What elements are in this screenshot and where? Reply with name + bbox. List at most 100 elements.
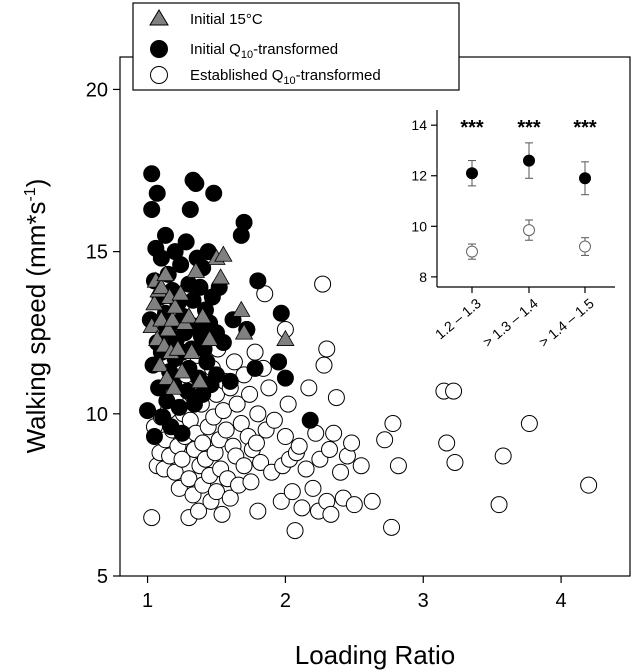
x-axis-ticks: 1 2 3 4 xyxy=(142,576,567,612)
data-point-initial15 xyxy=(211,268,230,285)
inset-data-points xyxy=(466,142,591,260)
data-point-establishedq10 xyxy=(214,402,232,420)
data-point-initialq10 xyxy=(172,256,190,274)
data-point-establishedq10 xyxy=(332,463,350,481)
data-point-initial15 xyxy=(172,362,192,379)
data-point-establishedq10 xyxy=(384,415,402,433)
data-point-initialq10 xyxy=(270,353,288,371)
data-point-initialq10 xyxy=(145,428,163,446)
data-point-initialq10 xyxy=(152,249,170,267)
data-point-establishedq10 xyxy=(283,483,301,501)
data-point-establishedq10 xyxy=(249,502,267,520)
data-point-establishedq10 xyxy=(241,385,259,403)
data-point-initial15 xyxy=(182,342,201,359)
y-axis-title-main: Walking speed (mm*s xyxy=(21,202,51,454)
data-point-establishedq10 xyxy=(180,470,198,488)
inset-mean-establishedq10 xyxy=(523,224,535,237)
data-point-establishedq10 xyxy=(173,450,191,468)
data-point-initial15 xyxy=(150,355,170,372)
data-point-establishedq10 xyxy=(490,496,508,514)
data-point-establishedq10 xyxy=(194,434,212,452)
data-point-initial15 xyxy=(214,245,233,262)
data-point-initial15 xyxy=(186,261,206,278)
data-point-initialq10 xyxy=(221,372,239,390)
data-point-establishedq10 xyxy=(190,502,208,520)
data-point-establishedq10 xyxy=(304,479,322,497)
inset-y-tick-label: 14 xyxy=(411,117,427,133)
inset-category-label: 1.2 – 1.3 xyxy=(432,295,484,342)
data-point-establishedq10 xyxy=(376,431,394,449)
data-point-initial15 xyxy=(232,300,251,317)
data-point-initialq10 xyxy=(148,184,166,202)
inset-significance-label: *** xyxy=(460,117,484,139)
data-point-establishedq10 xyxy=(325,424,343,442)
data-point-initialq10 xyxy=(246,359,264,377)
data-point-initial15 xyxy=(171,284,190,301)
y-axis-title-sup: -1 xyxy=(22,187,39,201)
data-point-initialq10 xyxy=(170,398,188,416)
x-tick-label: 4 xyxy=(556,590,567,612)
x-tick-label: 2 xyxy=(280,590,291,612)
data-point-initialq10 xyxy=(235,213,253,231)
data-point-initial15 xyxy=(200,329,219,346)
inset-y-axis-ticks: 8 10 12 14 xyxy=(411,117,437,285)
data-point-initialq10 xyxy=(173,424,191,442)
data-points xyxy=(139,165,598,540)
data-point-establishedq10 xyxy=(300,379,318,397)
data-point-establishedq10 xyxy=(314,275,332,293)
data-point-establishedq10 xyxy=(383,518,401,536)
data-point-establishedq10 xyxy=(315,356,333,374)
legend: Initial 15°C Initial Q10-transformed Est… xyxy=(132,2,460,91)
y-tick-label: 10 xyxy=(86,404,108,426)
data-point-establishedq10 xyxy=(345,496,363,514)
y-tick-label: 15 xyxy=(86,242,108,264)
data-point-establishedq10 xyxy=(290,437,308,455)
data-point-initialq10 xyxy=(139,402,157,420)
data-point-initial15 xyxy=(234,323,254,340)
data-point-initial15 xyxy=(190,372,210,389)
data-point-establishedq10 xyxy=(276,428,294,446)
data-point-establishedq10 xyxy=(494,447,512,465)
data-point-establishedq10 xyxy=(252,453,270,471)
data-point-establishedq10 xyxy=(221,489,239,507)
data-point-establishedq10 xyxy=(327,389,345,407)
inset-mean-initialq10 xyxy=(523,154,535,167)
data-point-initialq10 xyxy=(143,200,161,218)
data-point-initial15 xyxy=(179,307,199,324)
data-point-initial15 xyxy=(168,339,188,356)
data-point-establishedq10 xyxy=(213,505,231,523)
data-point-establishedq10 xyxy=(343,434,361,452)
data-point-establishedq10 xyxy=(321,440,339,458)
data-point-establishedq10 xyxy=(260,379,278,397)
y-tick-label: 20 xyxy=(86,79,108,101)
x-tick-label: 3 xyxy=(418,590,429,612)
inset-y-tick-label: 12 xyxy=(411,168,427,184)
x-tick-label: 1 xyxy=(142,590,153,612)
data-point-initialq10 xyxy=(214,333,232,351)
inset-mean-establishedq10 xyxy=(466,245,478,258)
data-point-establishedq10 xyxy=(225,353,243,371)
data-point-establishedq10 xyxy=(207,483,225,501)
data-point-initial15 xyxy=(193,307,212,324)
data-point-initial15 xyxy=(163,310,182,327)
inset-mean-initialq10 xyxy=(466,167,478,180)
data-point-establishedq10 xyxy=(363,492,381,510)
data-point-establishedq10 xyxy=(249,405,267,423)
data-point-initialq10 xyxy=(187,175,205,193)
inset-significance-markers: *** *** *** xyxy=(460,117,597,139)
data-point-establishedq10 xyxy=(279,395,297,413)
data-point-establishedq10 xyxy=(293,499,311,517)
data-point-establishedq10 xyxy=(389,457,407,475)
data-point-initialq10 xyxy=(198,353,216,371)
inset-significance-label: *** xyxy=(573,117,597,139)
data-point-establishedq10 xyxy=(438,434,456,452)
legend-filled-circle-marker xyxy=(150,40,168,58)
y-axis-title: Walking speed (mm*s-1) xyxy=(21,179,51,454)
data-point-establishedq10 xyxy=(580,476,598,494)
data-point-initialq10 xyxy=(156,226,174,244)
data-point-establishedq10 xyxy=(247,434,265,452)
data-point-establishedq10 xyxy=(143,509,161,527)
inset-category-label: > 1.3 – 1.4 xyxy=(480,295,541,350)
data-point-establishedq10 xyxy=(286,522,304,540)
